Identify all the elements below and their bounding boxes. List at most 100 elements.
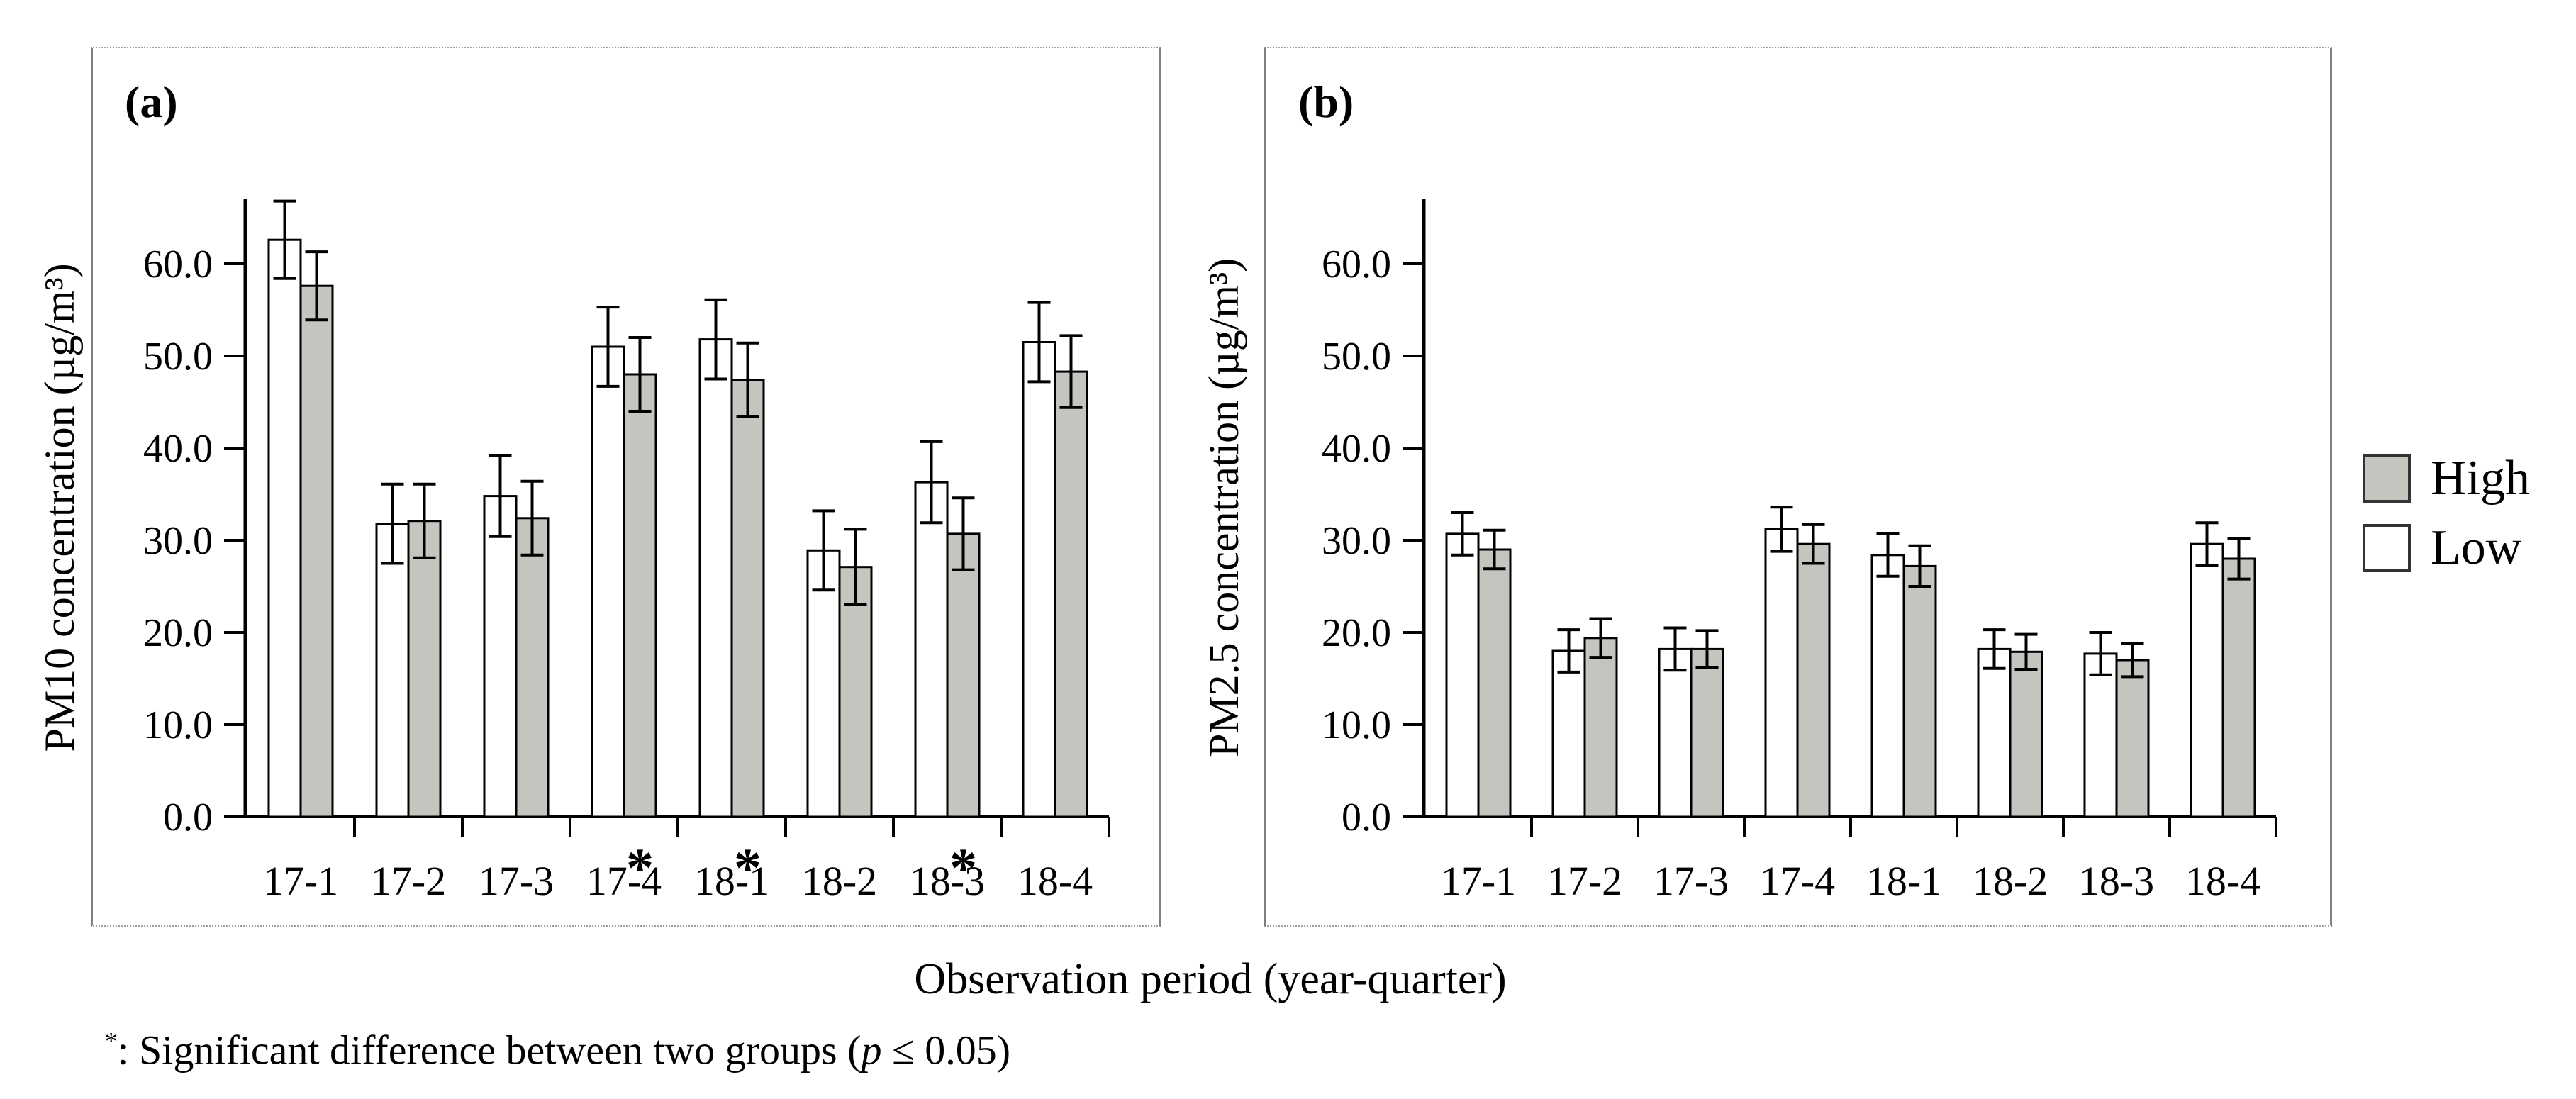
- footnote-text: : Significant difference between two gro…: [117, 1027, 862, 1073]
- errorbar-high-17-1: [305, 250, 328, 322]
- y-tick-label-40: 40.0: [1322, 427, 1391, 471]
- footnote-p: p: [861, 1027, 882, 1073]
- bar-high-18-4: [2221, 557, 2256, 818]
- legend-label-high: High: [2431, 451, 2530, 506]
- panel-b-label: (b): [1298, 77, 1354, 127]
- errorbar-high-17-1: [1483, 528, 1506, 571]
- errorbar-low-17-2: [1557, 628, 1580, 674]
- significance-asterisk-18-1: *: [734, 837, 762, 898]
- legend-label-low: Low: [2431, 520, 2522, 575]
- errorbar-high-17-4: [628, 336, 652, 413]
- x-tick-label-18-1: 18-1: [1866, 858, 1941, 904]
- legend-item-low: Low: [2363, 523, 2530, 573]
- x-tick-label-18-2: 18-2: [1973, 858, 2048, 904]
- legend: High Low: [2363, 454, 2530, 593]
- y-tick-label-60: 60.0: [143, 242, 213, 286]
- errorbar-high-18-1: [1908, 544, 1931, 588]
- high-series-swatch: [2363, 454, 2411, 503]
- errorbar-low-18-3: [920, 440, 943, 525]
- bar-high-17-4: [623, 373, 657, 818]
- x-tick-label-17-3: 17-3: [479, 858, 554, 904]
- y-tick-label-20: 20.0: [1322, 611, 1391, 655]
- y-tick-label-10: 10.0: [1322, 703, 1391, 747]
- errorbar-low-18-4: [2195, 521, 2219, 567]
- significance-asterisk-18-3: *: [949, 837, 977, 898]
- errorbar-high-18-4: [2227, 537, 2251, 581]
- x-tick-label-18-1: 18-1: [694, 858, 769, 904]
- x-tick-label-18-4: 18-4: [2185, 858, 2260, 904]
- errorbar-high-17-4: [1802, 523, 1825, 565]
- bar-high-17-2: [407, 520, 442, 818]
- bar-high-17-2: [1583, 637, 1618, 818]
- bar-high-18-3: [2115, 659, 2150, 818]
- bar-high-17-1: [299, 284, 334, 818]
- bar-low-17-2: [375, 523, 410, 818]
- bar-low-17-3: [483, 495, 518, 818]
- errorbar-low-18-4: [1027, 301, 1051, 384]
- y-tick-label-0: 0.0: [1342, 796, 1391, 839]
- x-axis-title: Observation period (year-quarter): [914, 955, 1507, 1003]
- bar-low-17-4: [1764, 528, 1799, 818]
- y-tick-label-30: 30.0: [1322, 519, 1391, 563]
- bar-low-17-4: [591, 345, 625, 818]
- bar-low-18-4: [2190, 542, 2224, 818]
- bar-high-17-3: [515, 517, 550, 818]
- errorbar-low-17-1: [1451, 511, 1474, 557]
- y-tick-label-60: 60.0: [1322, 242, 1391, 286]
- bar-high-18-2: [2009, 650, 2043, 818]
- panel-b-box: [1264, 47, 2332, 927]
- x-tick-label-17-4: 17-4: [1760, 858, 1835, 904]
- bar-low-17-3: [1658, 647, 1693, 818]
- errorbar-low-18-2: [812, 509, 835, 592]
- legend-item-high: High: [2363, 454, 2530, 503]
- errorbar-high-18-2: [844, 528, 867, 606]
- bar-high-17-4: [1796, 542, 1831, 818]
- x-tick-label-17-3: 17-3: [1654, 858, 1729, 904]
- x-tick-label-18-2: 18-2: [802, 858, 877, 904]
- bar-high-18-1: [730, 379, 765, 818]
- errorbar-low-18-2: [1983, 628, 2006, 670]
- errorbar-low-17-3: [489, 454, 512, 538]
- bar-low-18-1: [698, 338, 733, 818]
- y-tick-label-40: 40.0: [143, 427, 213, 471]
- x-tick-label-18-3: 18-3: [910, 858, 985, 904]
- bar-low-17-1: [1445, 532, 1480, 818]
- errorbar-high-17-3: [520, 479, 544, 557]
- errorbar-high-18-4: [1059, 334, 1083, 409]
- errorbar-high-18-3: [2121, 642, 2144, 679]
- panel-b-chart: 0.0 10.0 20.0 30.0 40.0 50.0 60.0 17-1 17-2 17-3 1…: [1322, 199, 2277, 904]
- errorbar-high-17-3: [1695, 629, 1719, 669]
- errorbar-low-18-3: [2089, 631, 2112, 676]
- bar-high-17-1: [1477, 548, 1512, 818]
- x-tick-label-17-2: 17-2: [1547, 858, 1622, 904]
- errorbar-low-18-1: [704, 298, 727, 381]
- errorbar-high-17-2: [413, 482, 436, 559]
- errorbar-high-18-1: [736, 341, 759, 418]
- x-tick-label-17-1: 17-1: [263, 858, 338, 904]
- significance-footnote: *: Significant difference between two gr…: [105, 1027, 1010, 1073]
- y-tick-label-0: 0.0: [163, 796, 213, 839]
- x-tick-label-17-4: 17-4: [586, 858, 662, 904]
- footnote-asterisk: *: [105, 1027, 118, 1055]
- bar-low-18-1: [1870, 554, 1905, 818]
- x-tick-label-17-2: 17-2: [371, 858, 446, 904]
- bar-low-18-4: [1022, 341, 1056, 818]
- y-tick-label-50: 50.0: [143, 335, 213, 379]
- errorbar-low-17-2: [381, 482, 404, 565]
- errorbar-low-17-4: [596, 306, 620, 388]
- y-tick-label-30: 30.0: [143, 519, 213, 563]
- bar-high-18-4: [1054, 370, 1088, 818]
- errorbar-high-18-3: [952, 496, 975, 571]
- x-tick-label-18-3: 18-3: [2079, 858, 2154, 904]
- errorbar-low-18-1: [1876, 532, 1900, 578]
- low-series-swatch: [2363, 524, 2411, 572]
- bar-high-18-1: [1902, 564, 1937, 818]
- errorbar-low-17-3: [1663, 626, 1687, 672]
- x-tick-label-17-1: 17-1: [1441, 858, 1516, 904]
- panel-a-box: [91, 47, 1161, 927]
- bar-low-18-3: [2083, 652, 2118, 818]
- bar-low-17-2: [1551, 649, 1586, 818]
- y-tick-label-10: 10.0: [143, 703, 213, 747]
